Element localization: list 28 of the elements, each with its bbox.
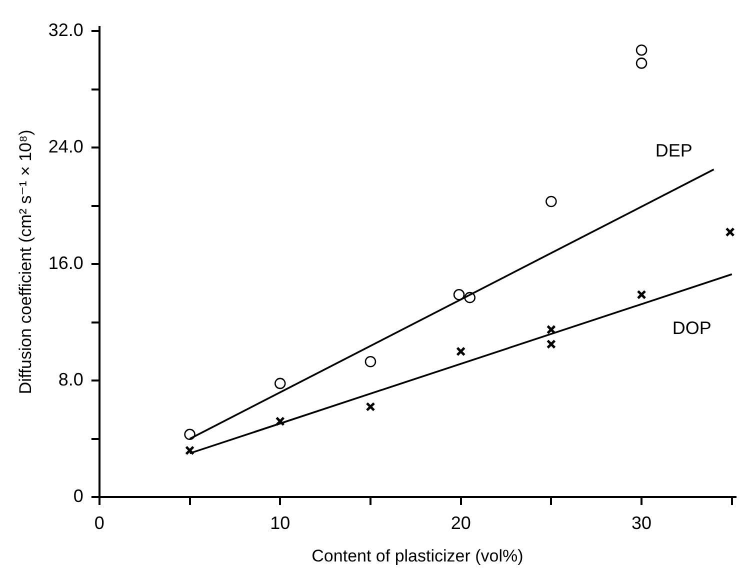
point: [725, 227, 735, 237]
point: [456, 346, 466, 356]
point: [274, 378, 286, 390]
x-tick-label: 20: [450, 512, 471, 533]
y-tick-label: 8.0: [58, 370, 84, 390]
y-tick-label: 24.0: [48, 136, 84, 157]
y-tick-label: 32.0: [48, 20, 84, 40]
point: [636, 44, 648, 56]
x-axis-title: Content of plasticizer (vol%): [312, 546, 524, 566]
point: [546, 196, 557, 208]
x-tick-label: 30: [632, 512, 652, 533]
point: [366, 402, 376, 412]
point: [453, 289, 465, 300]
point: [546, 324, 556, 334]
x-tick-label: 10: [270, 512, 290, 533]
point: [184, 428, 196, 440]
y-tick-label: 16.0: [48, 253, 84, 274]
x-tick-label: 0: [94, 512, 104, 533]
y-tick-label: 0: [73, 486, 84, 506]
point: [636, 58, 648, 69]
point: [275, 416, 285, 426]
point: [464, 292, 476, 304]
y-axis-title: Diffusion coefficient (cm² s⁻¹ × 10⁸): [16, 130, 35, 394]
point: [364, 356, 376, 368]
series-label: DEP: [655, 140, 692, 160]
point: [546, 339, 556, 349]
point: [636, 290, 646, 300]
series-label: DOP: [672, 318, 712, 338]
